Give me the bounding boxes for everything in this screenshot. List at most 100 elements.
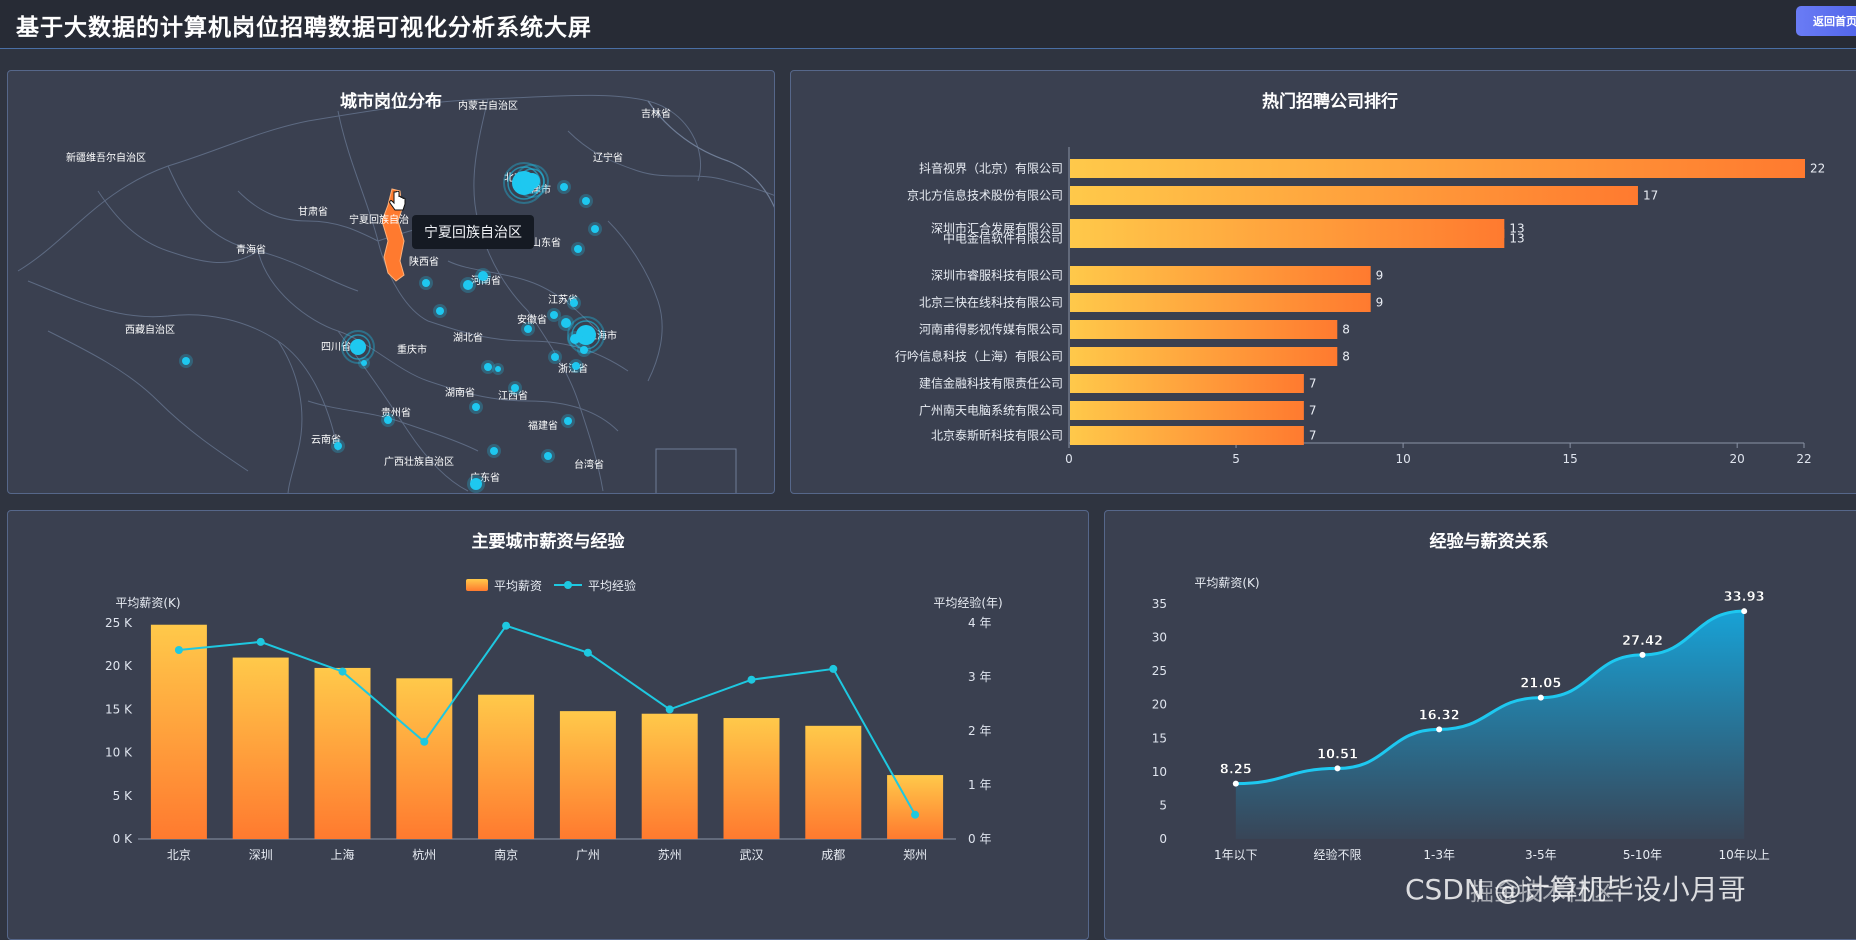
company-name-label: 河南甫得影视传媒有限公司 <box>919 322 1063 337</box>
province-border <box>307 400 479 452</box>
city-dot <box>484 363 492 371</box>
region-label: 内蒙古自治区 <box>458 99 518 112</box>
city-x-label: 郑州 <box>903 847 927 862</box>
region-label: 福建省 <box>528 419 558 432</box>
province-border <box>47 330 249 472</box>
city-dot <box>350 339 366 355</box>
city-dot <box>572 362 580 370</box>
salary-bar <box>396 678 453 839</box>
city-dot-ripple <box>515 164 549 198</box>
region-label: 安徽省 <box>517 313 547 326</box>
province-border <box>257 250 429 382</box>
map-panel-title: 城市岗位分布 <box>340 92 442 112</box>
china-map[interactable]: 内蒙古自治区吉林省辽宁省新疆维吾尔自治区甘肃省宁夏回族自治青海省山东省陕西省河南… <box>8 71 775 494</box>
experience-point <box>256 637 265 646</box>
salary-bar <box>150 624 207 839</box>
exp-x-label: 1年以下 <box>1214 848 1258 862</box>
company-rank-panel: 0 5 10 15 20 22 22 抖音视界（北京）有限公司 17 京北方信息技术股份有限公司 1… <box>790 70 1856 494</box>
salary-bar <box>723 718 780 839</box>
exp-x-label: 经验不限 <box>1313 847 1361 862</box>
map-panel: 内蒙古自治区吉林省辽宁省新疆维吾尔自治区甘肃省宁夏回族自治青海省山东省陕西省河南… <box>7 70 775 494</box>
province-border <box>237 190 379 242</box>
exp-x-label: 10年以上 <box>1719 848 1770 862</box>
south-sea-inset <box>655 448 737 493</box>
city-dot <box>182 357 190 365</box>
experience-point <box>829 664 838 673</box>
city-dot <box>574 245 582 253</box>
company-bar-value: 7 <box>1309 377 1317 391</box>
salary-data-label: 33.93 <box>1724 590 1765 605</box>
legend-exp-dot <box>564 581 572 589</box>
experience-line <box>178 624 916 816</box>
ningxia-region-highlight <box>381 188 405 282</box>
y-right-tick-label: 3 年 <box>968 670 991 684</box>
exp-x-label: 5-10年 <box>1623 848 1662 862</box>
y-left-tick-label: 20 K <box>105 659 133 673</box>
city-dot <box>582 197 590 205</box>
region-label: 台湾省 <box>574 458 604 471</box>
x-tick-label: 10 <box>1395 452 1410 466</box>
exp-x-label: 1-3年 <box>1423 848 1455 862</box>
city-dot <box>570 334 580 344</box>
region-label: 西藏自治区 <box>125 323 175 336</box>
company-bar <box>1070 293 1371 312</box>
region-label: 青海省 <box>236 243 266 256</box>
company-bar-value: 13 <box>1509 222 1524 236</box>
salary-data-label: 8.25 <box>1220 763 1252 778</box>
exp-panel-title: 经验与薪资关系 <box>1429 532 1549 552</box>
city-dot <box>334 442 342 450</box>
company-panel-title: 热门招聘公司排行 <box>1262 92 1398 112</box>
company-name-label: 抖音视界（北京）有限公司 <box>919 161 1063 176</box>
region-label: 甘肃省 <box>298 205 328 218</box>
province-border <box>427 380 619 432</box>
city-x-label: 苏州 <box>658 848 682 862</box>
city-panel-title: 主要城市薪资与经验 <box>471 532 625 552</box>
city-dot <box>478 271 488 281</box>
back-home-button[interactable]: 返回首页 <box>1796 6 1856 36</box>
legend-exp-label: 平均经验 <box>588 578 636 593</box>
city-x-label: 深圳 <box>249 848 273 862</box>
y-tick-label: 30 <box>1152 631 1167 645</box>
region-label: 四川省 <box>321 340 351 353</box>
city-dot <box>564 417 572 425</box>
salary-bar <box>559 711 616 839</box>
city-salary-panel: 平均薪资 平均经验 平均薪资(K) 平均经验(年) 0 K 5 K 10 K 15 K 20 K… <box>7 510 1089 940</box>
region-label: 广西壮族自治区 <box>384 455 454 468</box>
city-dot <box>524 325 532 333</box>
salary-point <box>1436 726 1443 733</box>
company-bar-value: 8 <box>1342 350 1350 364</box>
city-dot <box>422 279 430 287</box>
city-dot <box>544 452 552 460</box>
city-dot-ripple <box>341 330 375 364</box>
city-dot <box>495 366 501 372</box>
company-bar-value: 8 <box>1342 323 1350 337</box>
x-tick-label: 5 <box>1232 452 1240 466</box>
company-bar <box>1070 186 1638 205</box>
company-name-label: 北京三快在线科技有限公司 <box>919 296 1063 310</box>
y-tick-label: 35 <box>1152 597 1167 611</box>
city-dot <box>361 360 367 366</box>
salary-data-label: 27.42 <box>1622 634 1663 649</box>
city-dot <box>551 353 559 361</box>
experience-area-chart: 平均薪资(K) 0 5 10 15 20 25 30 35 8.25 1年以下 10.51 经验不限 16… <box>1152 576 1770 862</box>
y-right-tick-label: 2 年 <box>968 724 991 738</box>
region-label: 辽宁省 <box>593 151 623 164</box>
region-label: 湖北省 <box>453 331 483 344</box>
x-tick-label: 20 <box>1730 452 1745 466</box>
experience-point <box>502 621 511 630</box>
experience-point <box>338 667 347 676</box>
company-bar <box>1070 426 1304 445</box>
company-name-label: 行吟信息科技（上海）有限公司 <box>895 349 1063 364</box>
juejin-watermark: 掘金技术社区 <box>1470 878 1614 906</box>
province-border <box>27 280 339 452</box>
experience-point <box>911 810 920 819</box>
map-tooltip: 宁夏回族自治区 <box>412 215 534 249</box>
experience-point <box>747 675 756 684</box>
city-x-label: 北京 <box>167 848 191 862</box>
company-bar-chart: 0 5 10 15 20 22 22 抖音视界（北京）有限公司 17 京北方信息技术股份有限公司 1… <box>895 147 1825 466</box>
company-name-label: 广州南天电脑系统有限公司 <box>919 403 1063 418</box>
y-tick-label: 25 <box>1152 664 1167 678</box>
y-left-tick-label: 25 K <box>105 616 133 630</box>
city-dot <box>560 183 568 191</box>
